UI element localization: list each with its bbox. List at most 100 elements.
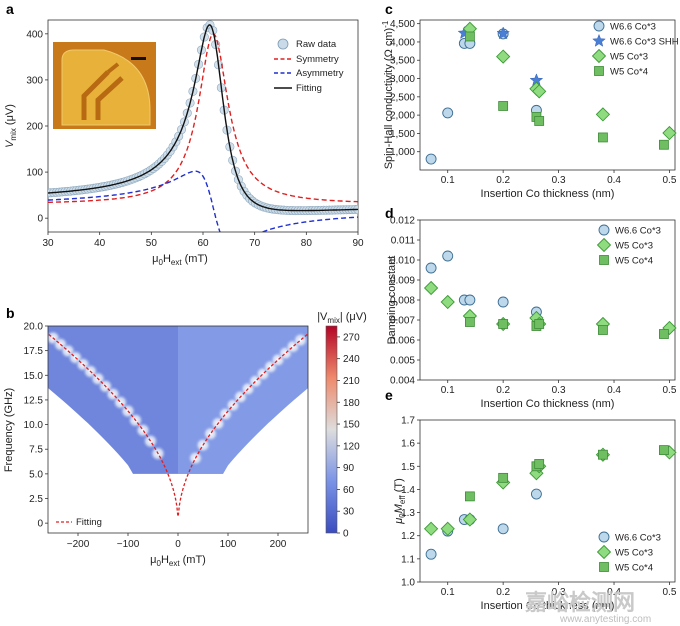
- y-tick-label-e: 1.0: [401, 578, 415, 589]
- y-tick-label-c: 1,000: [390, 147, 415, 158]
- legend-label-asymmetry: Asymmetry: [296, 68, 344, 79]
- y-tick-label-e: 1.6: [401, 439, 415, 450]
- x-tick-label-d: 0.4: [607, 385, 621, 396]
- y-tick-label-d: 0.008: [390, 296, 415, 307]
- data-point-circle: [497, 296, 509, 308]
- y-axis-label-b: Frequency (GHz): [3, 388, 15, 472]
- data-point-circle: [530, 488, 542, 500]
- scale-bar: [131, 57, 146, 60]
- x-tick-label-a: 90: [352, 238, 364, 249]
- panel-letter-c: c: [385, 1, 393, 17]
- legend-a: Raw data Symmetry Asymmetry Fitting: [274, 38, 344, 94]
- x-tick-label-b: −200: [67, 539, 90, 550]
- legend-label-c: W5 Co*4: [610, 67, 648, 78]
- panel-letter-d: d: [385, 205, 394, 221]
- y-tick-label-e: 1.5: [401, 462, 415, 473]
- y-tick-label-a: 100: [26, 168, 43, 179]
- data-point-square: [534, 319, 545, 329]
- y-tick-label-b: 7.5: [29, 445, 43, 456]
- y-tick-label-d: 0.007: [390, 316, 415, 327]
- legend-label-e: W5 Co*4: [615, 563, 653, 574]
- data-point-circle: [425, 548, 437, 560]
- panel-e: 0.1 0.2 0.3 0.4 0.5 1.0 1.1 1.2 1.3 1.4 1.5 1.6 1.7 W…: [393, 416, 677, 613]
- panel-letter-e: e: [385, 387, 393, 403]
- x-tick-label-a: 40: [94, 238, 106, 249]
- watermark-text: 嘉峪检测网: [525, 590, 635, 616]
- data-point-circle: [593, 20, 605, 32]
- colorbar-tick-label: 240: [343, 354, 360, 365]
- data-point-diamond: [440, 521, 455, 536]
- y-tick-label-c: 2,500: [390, 92, 415, 103]
- y-tick-label-a: 0: [37, 214, 43, 225]
- data-point-square: [598, 325, 608, 335]
- y-tick-label-c: 2,000: [390, 111, 415, 122]
- y-tick-label-b: 12.5: [24, 395, 44, 406]
- x-tick-label-c: 0.1: [441, 175, 455, 186]
- data-point-square: [594, 66, 604, 76]
- data-point-diamond: [496, 49, 511, 64]
- colorbar-tick-label: 90: [343, 463, 355, 474]
- colorbar-tick-label: 180: [343, 398, 360, 409]
- data-point-circle: [442, 107, 454, 119]
- colorbar-tick-label: 0: [343, 529, 349, 540]
- data-point-square: [599, 255, 609, 265]
- data-point-square: [464, 317, 475, 327]
- legend-label-fitting-b: Fitting: [76, 517, 102, 528]
- data-point-diamond: [423, 521, 439, 536]
- y-tick-label-e: 1.4: [401, 485, 415, 496]
- y-tick-label-b: 0: [37, 519, 43, 530]
- data-point-square: [659, 139, 669, 150]
- legend-label-raw-data: Raw data: [296, 39, 337, 50]
- data-point-square: [598, 449, 608, 460]
- legend-label-c: W6.6 Co*3 SHH: [610, 37, 679, 48]
- colorbar-tick-label: 60: [343, 485, 355, 496]
- data-point-square: [464, 491, 475, 502]
- colorbar-label: |Vmix| (μV): [317, 311, 367, 325]
- y-axis-label-e-part: (T): [393, 478, 405, 495]
- x-tick-label-b: 100: [220, 539, 237, 550]
- x-tick-label-e: 0.5: [663, 587, 677, 598]
- colorbar-tick-label: 150: [343, 420, 360, 431]
- x-axis-label-b: μ0Hext (mT): [150, 554, 206, 568]
- y-tick-label-b: 2.5: [29, 494, 43, 505]
- x-axis-label-e: Insertion Co thickness (nm): [481, 600, 615, 612]
- y-axis-label-d: Damping constant: [386, 256, 398, 345]
- x-tick-label-d: 0.3: [552, 385, 566, 396]
- colorbar: [325, 325, 338, 534]
- data-point-diamond: [595, 107, 611, 122]
- legend-label-d: W5 Co*3: [615, 241, 653, 252]
- fitting-curve: [48, 24, 358, 212]
- plot-frame-c: [419, 19, 676, 171]
- x-tick-label-c: 0.2: [496, 175, 510, 186]
- data-point-square: [598, 132, 608, 143]
- asymmetry-curve: [48, 170, 358, 232]
- data-point-diamond: [462, 512, 478, 527]
- colorbar-tick-label: 270: [343, 332, 360, 343]
- y-tick-label-e: 1.2: [401, 531, 415, 542]
- panel-b: −200 −100 0 100 200 0 2.5 5.0 7.5 10.0 12.5 15.0 17.…: [3, 311, 367, 568]
- x-tick-label-a: 80: [301, 238, 313, 249]
- y-tick-label-c: 3,000: [390, 74, 415, 85]
- data-point-circle: [425, 153, 437, 165]
- data-point-diamond: [596, 544, 612, 560]
- y-tick-label-d: 0.006: [390, 336, 415, 347]
- data-point-circle: [598, 224, 610, 236]
- x-tick-label-a: 30: [42, 238, 54, 249]
- data-point-diamond: [591, 48, 607, 64]
- panel-a: 30 40 50 60 70 80 90 0 100 200 300 400 Raw data Sym…: [4, 19, 364, 267]
- y-tick-label-b: 17.5: [24, 346, 44, 357]
- y-axis-label-e-part: μ: [393, 518, 405, 525]
- watermark-url: www.anytesting.com: [559, 614, 651, 625]
- y-tick-label-c: 4,500: [390, 19, 415, 30]
- panel-d: 0.1 0.2 0.3 0.4 0.5 0.004 0.005 0.006 0.007 0.008…: [386, 216, 677, 411]
- y-tick-label-a: 400: [26, 29, 43, 40]
- y-tick-label-b: 20.0: [24, 322, 44, 333]
- y-tick-label-c: 3,500: [390, 56, 415, 67]
- legend-label-symmetry: Symmetry: [296, 54, 339, 65]
- data-point-diamond: [440, 294, 455, 310]
- legend-label-c: W6.6 Co*3: [610, 22, 656, 33]
- data-point-square: [498, 472, 509, 483]
- x-tick-label-a: 50: [146, 238, 158, 249]
- y-tick-label-c: 1,500: [390, 129, 415, 140]
